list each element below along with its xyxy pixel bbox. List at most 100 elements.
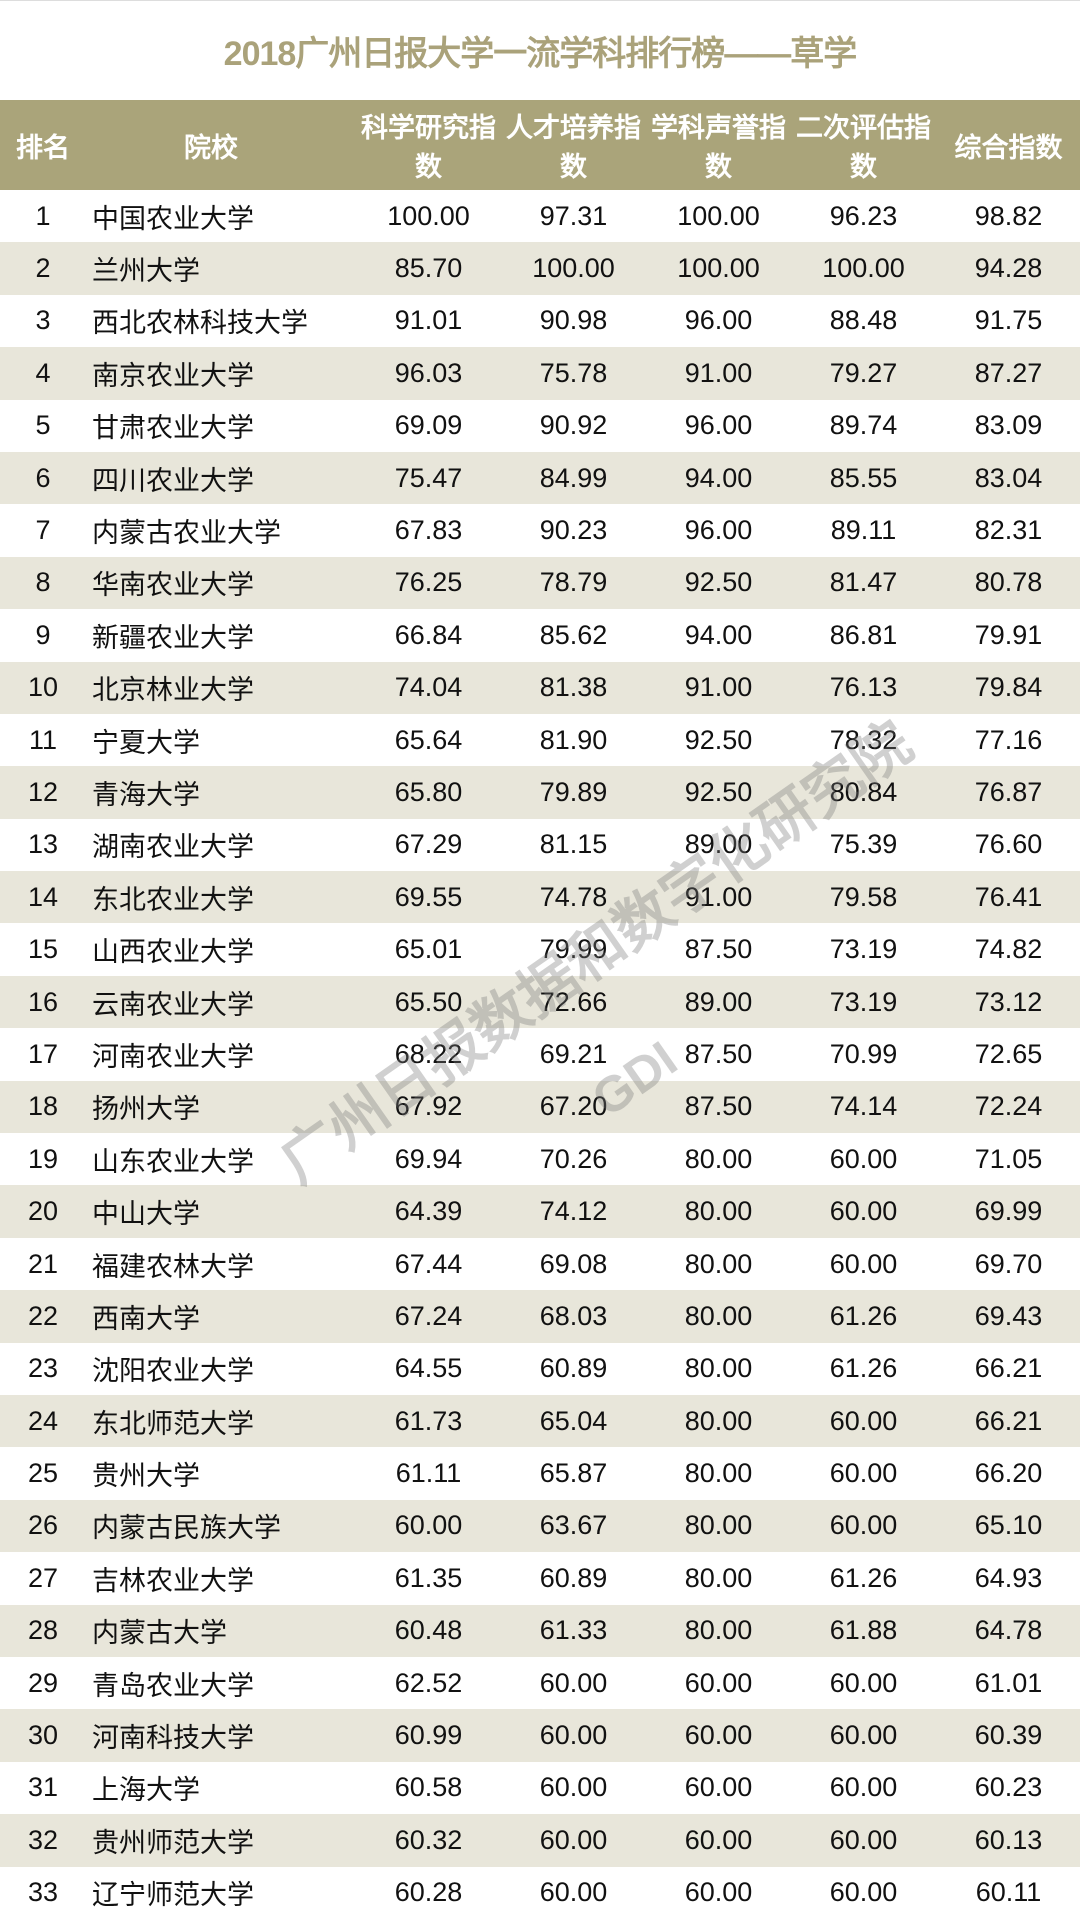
cell-rank: 5 <box>35 410 51 441</box>
cell-rank: 6 <box>35 462 51 493</box>
cell-composite: 98.82 <box>974 200 1043 231</box>
cell-school: 中山大学 <box>92 1199 200 1230</box>
cell-reputation: 91.00 <box>684 881 753 912</box>
cell-rank: 20 <box>27 1196 59 1227</box>
table-row: 3 西北农林科技大学 91.01 90.98 96.00 88.48 91.75 <box>0 295 1080 347</box>
page-title: 2018广州日报大学一流学科排行榜——草学 <box>0 0 1080 100</box>
table-row: 28 内蒙古大学 60.48 61.33 80.00 61.88 64.78 <box>0 1604 1080 1657</box>
cell-composite: 69.43 <box>974 1300 1043 1331</box>
cell-rank: 14 <box>27 881 59 912</box>
cell-rank: 19 <box>27 1143 59 1174</box>
cell-secondary-eval: 60.00 <box>829 1510 898 1541</box>
cell-rank: 22 <box>27 1300 59 1331</box>
cell-reputation: 96.00 <box>684 515 753 546</box>
table-header: 排名 院校 科学研究指数 人才培养指数 学科声誉指数 二次评估指数 综合指数 <box>0 100 1080 190</box>
cell-research: 67.83 <box>394 515 463 546</box>
cell-talent: 69.21 <box>539 1038 608 1069</box>
cell-reputation: 60.00 <box>684 1877 753 1908</box>
cell-school: 内蒙古大学 <box>92 1618 227 1649</box>
cell-talent: 60.00 <box>539 1877 608 1908</box>
cell-rank: 7 <box>35 515 51 546</box>
cell-school: 云南农业大学 <box>92 989 254 1020</box>
cell-research: 64.39 <box>394 1196 463 1227</box>
cell-school: 青海大学 <box>92 779 200 810</box>
cell-secondary-eval: 61.88 <box>829 1615 898 1646</box>
table-row: 17 河南农业大学 68.22 69.21 87.50 70.99 72.65 <box>0 1028 1080 1080</box>
cell-research: 69.94 <box>394 1143 463 1174</box>
cell-reputation: 94.00 <box>684 619 753 650</box>
cell-secondary-eval: 61.26 <box>829 1562 898 1593</box>
cell-school: 内蒙古民族大学 <box>92 1513 281 1544</box>
cell-rank: 25 <box>27 1458 59 1489</box>
header-reputation: 学科声誉指数 <box>651 113 786 182</box>
cell-rank: 27 <box>27 1562 59 1593</box>
cell-secondary-eval: 74.14 <box>829 1091 898 1122</box>
table-row: 9 新疆农业大学 66.84 85.62 94.00 86.81 79.91 <box>0 609 1080 661</box>
table-row: 29 青岛农业大学 62.52 60.00 60.00 60.00 61.01 <box>0 1657 1080 1709</box>
table-row: 22 西南大学 67.24 68.03 80.00 61.26 69.43 <box>0 1290 1080 1343</box>
cell-composite: 60.39 <box>974 1720 1043 1751</box>
cell-secondary-eval: 79.27 <box>829 357 898 388</box>
cell-composite: 64.78 <box>974 1615 1043 1646</box>
cell-composite: 71.05 <box>974 1143 1043 1174</box>
cell-composite: 79.84 <box>974 672 1043 703</box>
cell-reputation: 87.50 <box>684 1038 753 1069</box>
cell-composite: 76.87 <box>974 776 1043 807</box>
cell-composite: 83.09 <box>974 410 1043 441</box>
cell-reputation: 60.00 <box>684 1720 753 1751</box>
table-row: 16 云南农业大学 65.50 72.66 89.00 73.19 73.12 <box>0 975 1080 1029</box>
cell-research: 61.11 <box>395 1458 462 1489</box>
table-row: 10 北京林业大学 74.04 81.38 91.00 76.13 79.84 <box>0 661 1080 714</box>
cell-reputation: 89.00 <box>684 829 753 860</box>
cell-composite: 76.41 <box>974 881 1043 912</box>
cell-talent: 60.00 <box>539 1772 608 1803</box>
cell-talent: 84.99 <box>539 462 608 493</box>
cell-rank: 28 <box>27 1615 59 1646</box>
cell-research: 65.01 <box>394 934 463 965</box>
cell-school: 东北农业大学 <box>92 884 254 915</box>
cell-research: 62.52 <box>394 1667 463 1698</box>
cell-secondary-eval: 85.55 <box>829 462 898 493</box>
cell-research: 64.55 <box>394 1353 463 1384</box>
cell-rank: 11 <box>28 724 58 755</box>
cell-rank: 9 <box>35 619 51 650</box>
cell-school: 内蒙古农业大学 <box>92 518 281 549</box>
cell-rank: 16 <box>27 986 59 1017</box>
cell-school: 新疆农业大学 <box>92 622 254 653</box>
cell-rank: 24 <box>27 1405 59 1436</box>
cell-reputation: 92.50 <box>684 776 753 807</box>
table-row: 4 南京农业大学 96.03 75.78 91.00 79.27 87.27 <box>0 347 1080 400</box>
cell-school: 湖南农业大学 <box>92 832 254 863</box>
cell-talent: 85.62 <box>539 619 608 650</box>
cell-secondary-eval: 81.47 <box>829 567 898 598</box>
cell-secondary-eval: 70.99 <box>829 1038 898 1069</box>
cell-composite: 66.20 <box>974 1458 1043 1489</box>
cell-research: 67.29 <box>394 829 463 860</box>
table-row: 21 福建农林大学 67.44 69.08 80.00 60.00 69.70 <box>0 1238 1080 1290</box>
cell-research: 60.99 <box>394 1720 463 1751</box>
cell-rank: 32 <box>27 1824 59 1855</box>
table-row: 23 沈阳农业大学 64.55 60.89 80.00 61.26 66.21 <box>0 1343 1080 1395</box>
cell-research: 65.64 <box>394 724 463 755</box>
cell-rank: 10 <box>27 672 59 703</box>
ranking-table: 排名 院校 科学研究指数 人才培养指数 学科声誉指数 二次评估指数 综合指数 1… <box>0 100 1080 1919</box>
header-composite: 综合指数 <box>954 132 1063 163</box>
cell-secondary-eval: 60.00 <box>829 1667 898 1698</box>
cell-rank: 18 <box>27 1091 59 1122</box>
cell-composite: 69.99 <box>974 1196 1043 1227</box>
cell-talent: 78.79 <box>539 567 608 598</box>
cell-rank: 13 <box>27 829 59 860</box>
cell-composite: 66.21 <box>974 1353 1043 1384</box>
cell-secondary-eval: 89.11 <box>830 515 897 546</box>
cell-research: 67.92 <box>394 1091 463 1122</box>
cell-secondary-eval: 60.00 <box>829 1196 898 1227</box>
cell-school: 吉林农业大学 <box>92 1565 254 1596</box>
cell-research: 75.47 <box>394 462 463 493</box>
cell-talent: 90.92 <box>539 410 608 441</box>
cell-research: 96.03 <box>394 357 463 388</box>
cell-rank: 29 <box>27 1667 59 1698</box>
table-row: 26 内蒙古民族大学 60.00 63.67 80.00 60.00 65.10 <box>0 1499 1080 1553</box>
cell-research: 69.09 <box>394 410 463 441</box>
cell-research: 91.01 <box>394 305 463 336</box>
cell-talent: 63.67 <box>539 1510 608 1541</box>
